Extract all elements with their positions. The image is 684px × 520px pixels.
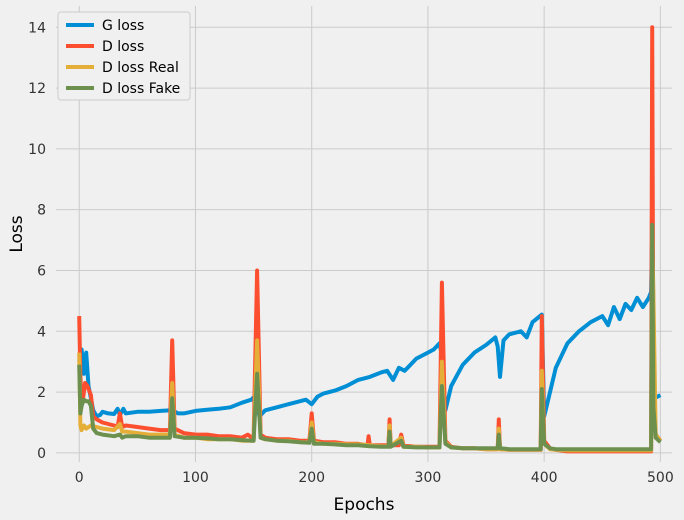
- grid-lines: [56, 6, 672, 462]
- series-line-1: [77, 225, 662, 419]
- x-tick-label: 100: [182, 470, 209, 486]
- series-layer: [77, 25, 662, 454]
- x-tick-label: 400: [531, 470, 558, 486]
- y-tick-label: 14: [28, 20, 46, 36]
- legend-label: D loss: [102, 39, 144, 55]
- legend-label: G loss: [102, 18, 144, 34]
- x-axis-label: Epochs: [334, 495, 395, 515]
- x-tick-label: 300: [415, 470, 442, 486]
- y-tick-label: 4: [37, 324, 46, 340]
- tick-labels: 0 100 200 300 400 500 0 2 4 6 8 10 12 14: [28, 20, 674, 486]
- y-axis-label: Loss: [7, 215, 27, 252]
- y-tick-label: 2: [37, 385, 46, 401]
- x-tick-label: 0: [75, 470, 84, 486]
- legend-label: D loss Real: [102, 60, 179, 76]
- series-line-4: [77, 222, 662, 452]
- legend-box: [57, 11, 191, 101]
- x-tick-label: 200: [298, 470, 325, 486]
- y-tick-label: 6: [37, 263, 46, 279]
- legend-label: D loss Fake: [102, 81, 180, 97]
- y-tick-label: 12: [28, 81, 46, 97]
- legend: G loss D loss D loss Real D loss Fake: [57, 11, 191, 101]
- y-tick-label: 0: [37, 446, 46, 462]
- x-tick-label: 500: [647, 470, 674, 486]
- y-tick-label: 10: [28, 142, 46, 158]
- y-tick-label: 8: [37, 203, 46, 219]
